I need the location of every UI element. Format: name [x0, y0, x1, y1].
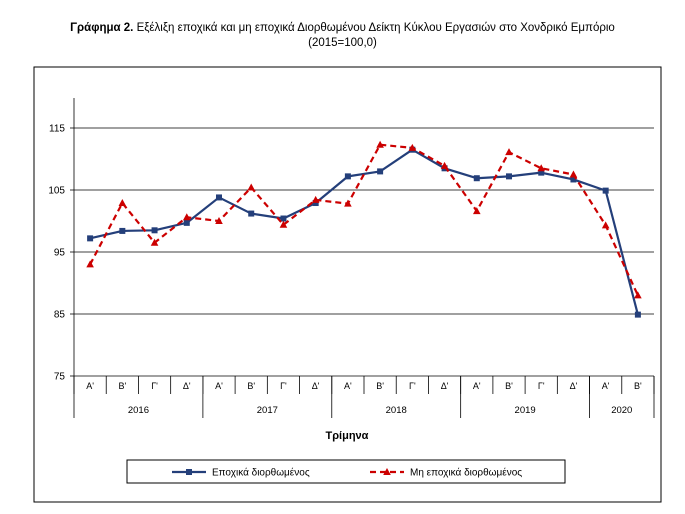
series-0-point-7 [312, 200, 319, 207]
y-tick-label-75: 75 [54, 372, 66, 383]
series-0-point-6 [280, 215, 287, 222]
series-0-point-9 [377, 168, 384, 175]
quarter-label-14: Γ' [538, 381, 545, 391]
legend-box [126, 459, 566, 484]
year-label-2019: 2019 [515, 405, 536, 416]
series-0-point-4 [216, 194, 222, 201]
series-0-point-15 [570, 176, 577, 183]
series-1-point-10 [408, 143, 417, 151]
quarter-label-3: Δ' [183, 381, 191, 391]
y-tick-label-85: 85 [54, 310, 66, 321]
series-1-point-14 [537, 164, 546, 172]
series-1-point-16 [601, 221, 610, 229]
quarter-label-6: Γ' [280, 381, 287, 391]
series-1-point-15 [569, 170, 578, 178]
series-0-point-0 [87, 235, 94, 242]
series-1-point-6 [279, 220, 288, 228]
series-1-point-1 [118, 199, 127, 207]
y-tick-label-105: 105 [48, 186, 65, 197]
year-label-2016: 2016 [128, 405, 149, 416]
series-1-point-3 [182, 213, 191, 221]
series-1-point-8 [344, 199, 352, 207]
series-line-0 [89, 148, 639, 315]
series-0-point-3 [183, 219, 190, 226]
series-1-point-13 [505, 148, 513, 156]
quarter-label-16: Α' [602, 381, 610, 391]
series-0-point-16 [602, 187, 609, 194]
series-1-point-0 [86, 260, 94, 268]
x-axis-label: Τρίμηνα [326, 430, 369, 442]
series-1-point-7 [311, 195, 320, 203]
series-line-1 [89, 143, 639, 296]
quarter-label-5: Β' [247, 381, 255, 391]
grid-lines [74, 127, 654, 315]
chart-frame [33, 66, 662, 503]
quarter-label-0: Α' [86, 381, 94, 391]
legend: Εποχικά διορθωμένος Μη εποχικά διορθωμένο… [126, 459, 566, 484]
series-1-point-12 [472, 207, 481, 215]
y-tick-label-95: 95 [54, 248, 66, 259]
quarter-label-15: Δ' [570, 381, 578, 391]
chart-subtitle: (2015=100,0) [308, 37, 377, 49]
year-label-2020: 2020 [611, 405, 632, 416]
series-1-point-11 [440, 161, 449, 169]
quarter-label-8: Α' [344, 381, 352, 391]
quarter-label-7: Δ' [312, 381, 320, 391]
series-0-point-5 [248, 210, 255, 217]
x-axis-ticks: Α' Β' Γ' Δ' Α' Β' Γ' Δ' Α' Β' Γ' Δ' Α' Β' Γ' Δ' Α' Β' 2016… [73, 376, 655, 418]
quarter-label-10: Γ' [409, 381, 416, 391]
legend-label-0: Εποχικά διορθωμένος [212, 467, 310, 479]
quarter-label-1: Β' [118, 381, 126, 391]
series-0-point-12 [473, 175, 480, 182]
y-axis-ticks: 75 85 95 105 115 [48, 124, 74, 383]
series-0-point-14 [538, 169, 545, 176]
series-1-point-2 [150, 238, 159, 246]
quarter-label-11: Δ' [441, 381, 449, 391]
chart-title-text: Εξέλιξη εποχικά και μη εποχικά Διορθωμέν… [136, 22, 615, 34]
year-label-2017: 2017 [257, 405, 278, 416]
series-0-point-2 [151, 227, 158, 234]
quarter-label-9: Β' [376, 381, 384, 391]
series-1-point-9 [376, 140, 384, 148]
chart-title: Γράφημα 2. Εξέλιξη εποχικά και μη εποχικ… [0, 21, 685, 51]
series-1-point-4 [215, 217, 223, 224]
quarter-label-2: Γ' [151, 381, 158, 391]
legend-marker-1 [383, 468, 391, 475]
y-tick-label-115: 115 [49, 124, 65, 135]
chart-title-prefix: Γράφημα 2. [70, 22, 134, 34]
quarter-label-13: Β' [505, 381, 513, 391]
series-1-point-17 [634, 291, 642, 299]
legend-label-1: Μη εποχικά διορθωμένος [410, 467, 522, 479]
quarter-label-4: Α' [215, 381, 223, 391]
series-0-point-17 [634, 311, 641, 318]
series-0-point-1 [119, 227, 126, 234]
series-0-point-8 [344, 173, 351, 180]
quarter-label-17: Β' [634, 381, 642, 391]
series-1-point-5 [247, 183, 256, 191]
year-label-2018: 2018 [386, 405, 407, 416]
legend-marker-0 [186, 469, 192, 475]
series-0-point-13 [506, 173, 512, 180]
quarter-label-12: Α' [473, 381, 481, 391]
series-layer [86, 140, 642, 318]
